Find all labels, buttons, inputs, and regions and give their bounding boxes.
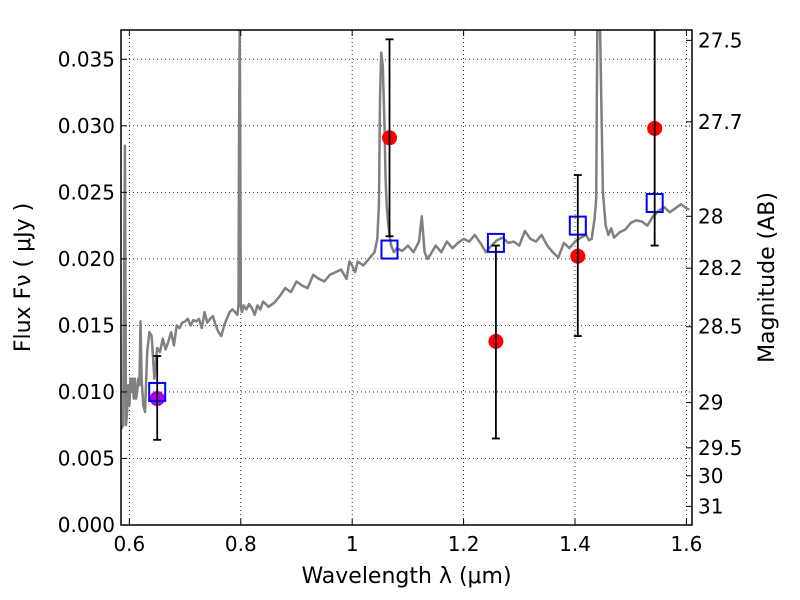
axis-ticks: 0.6 0.8 1 1.2 1.4 1.6 0.000 0.005 0.010 0.015 0.02… (58, 28, 743, 556)
magnitude-tick-label: 28 (698, 204, 723, 228)
x-tick-label: 1.2 (448, 532, 480, 556)
magnitude-tick-label: 31 (698, 494, 723, 518)
x-axis-label: Wavelength λ (μm) (301, 564, 511, 589)
x-tick-label: 0.6 (113, 532, 145, 556)
magnitude-tick-label: 28.2 (698, 256, 743, 280)
y-tick-label: 0.035 (58, 47, 115, 71)
x-tick-label: 0.8 (225, 532, 257, 556)
model-square-marker (380, 239, 399, 260)
y2-axis-label: Magnitude (AB) (755, 192, 780, 363)
x-tick-label: 1.6 (671, 532, 703, 556)
magnitude-tick-label: 27.5 (698, 28, 743, 52)
spectrum-line (121, 30, 690, 430)
plot-area (121, 30, 690, 441)
y-tick-label: 0.005 (58, 446, 115, 470)
magnitude-tick-label: 29 (698, 391, 723, 415)
y-tick-label: 0.025 (58, 180, 115, 204)
y-tick-label: 0.010 (58, 380, 115, 404)
x-tick-label: 1 (346, 532, 359, 556)
magnitude-tick-label: 30 (698, 464, 723, 488)
magnitude-tick-label: 27.7 (698, 110, 743, 134)
grid-lines (121, 30, 692, 525)
y-axis-label: Flux Fν ( μJy ) (11, 203, 36, 352)
y-tick-label: 0.030 (58, 114, 115, 138)
x-tick-label: 1.4 (559, 532, 591, 556)
y-tick-label: 0.015 (58, 313, 115, 337)
plot-frame (120, 29, 693, 526)
y-tick-label: 0.020 (58, 247, 115, 271)
y-tick-label: 0.000 (58, 513, 115, 537)
magnitude-tick-label: 29.5 (698, 436, 743, 460)
magnitude-tick-label: 28.5 (698, 315, 743, 339)
